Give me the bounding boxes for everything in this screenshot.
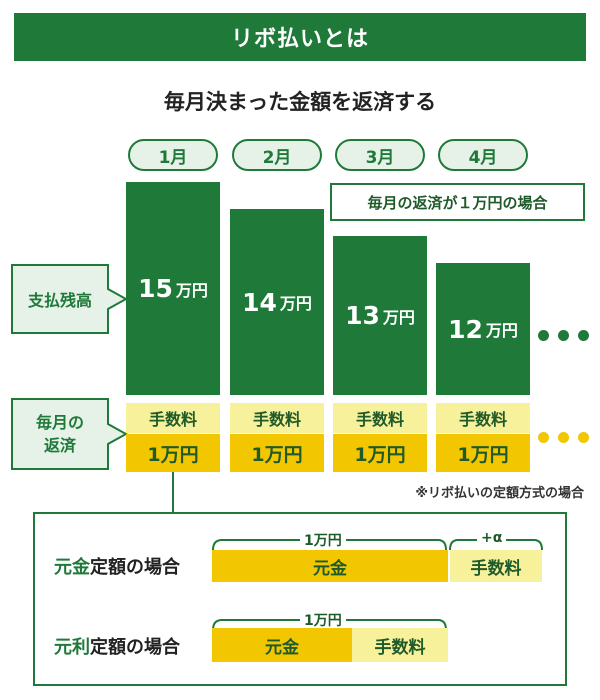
fee-cell-4: 手数料 [436, 403, 530, 433]
case-1-extra-label: +α [477, 530, 507, 546]
balance-value-4: 12 [448, 314, 483, 344]
title-bar: リボ払いとは [14, 13, 586, 61]
case-1-fee-segment: 手数料 [450, 550, 542, 582]
case-2-label: 元利定額の場合 [54, 633, 180, 659]
month-pill-4: 4月 [438, 139, 528, 171]
balance-value-1: 15 [138, 274, 173, 303]
balance-bar-2: 14 万円 [230, 209, 324, 395]
subtitle: 毎月決まった金額を返済する [163, 90, 437, 114]
balance-unit-1: 万円 [175, 280, 208, 300]
case-2-label-highlight: 元利 [54, 637, 90, 658]
balance-value-2: 14 [242, 287, 277, 317]
case-1-label: 元金定額の場合 [54, 553, 180, 579]
connector-line [172, 472, 174, 513]
case-1-brace-label: 1万円 [300, 530, 346, 550]
footnote: ※リボ払いの定額方式の場合 [415, 486, 584, 501]
continuation-dots-payment [538, 432, 589, 443]
payment-cell-2: 1万円 [230, 434, 324, 472]
case-2-label-rest: 定額の場合 [90, 637, 180, 658]
balance-bar-4: 12 万円 [436, 263, 530, 395]
case-1-label-highlight: 元金 [54, 557, 90, 578]
fee-cell-3: 手数料 [333, 403, 427, 433]
balance-unit-3: 万円 [382, 307, 415, 327]
case-1-label-rest: 定額の場合 [90, 557, 180, 578]
payment-cell-1: 1万円 [126, 434, 220, 472]
payment-label-callout [11, 398, 129, 470]
fee-cell-2: 手数料 [230, 403, 324, 433]
case-2-principal-segment: 元金 [212, 628, 352, 662]
note-box: 毎月の返済が１万円の場合 [330, 183, 585, 221]
balance-unit-2: 万円 [279, 294, 312, 313]
fee-cell-1: 手数料 [126, 403, 220, 433]
continuation-dots-balance [538, 330, 589, 341]
payment-label: 毎月の 返済 [35, 413, 84, 455]
payment-cell-4: 1万円 [436, 434, 530, 472]
balance-bar-1: 15 万円 [126, 182, 220, 395]
balance-label-callout [11, 264, 129, 334]
month-pill-1: 1月 [128, 139, 218, 171]
month-pill-2: 2月 [232, 139, 322, 171]
balance-label: 支払残高 [27, 291, 92, 310]
balance-bar-3: 13 万円 [333, 236, 427, 395]
balance-value-3: 13 [345, 301, 380, 330]
case-2-brace-label: 1万円 [300, 610, 346, 630]
case-1-principal-segment: 元金 [212, 550, 448, 582]
month-pill-3: 3月 [335, 139, 425, 171]
balance-unit-4: 万円 [485, 321, 518, 340]
case-2-fee-segment: 手数料 [352, 628, 448, 662]
page-title: リボ払いとは [230, 27, 369, 52]
payment-cell-3: 1万円 [333, 434, 427, 472]
